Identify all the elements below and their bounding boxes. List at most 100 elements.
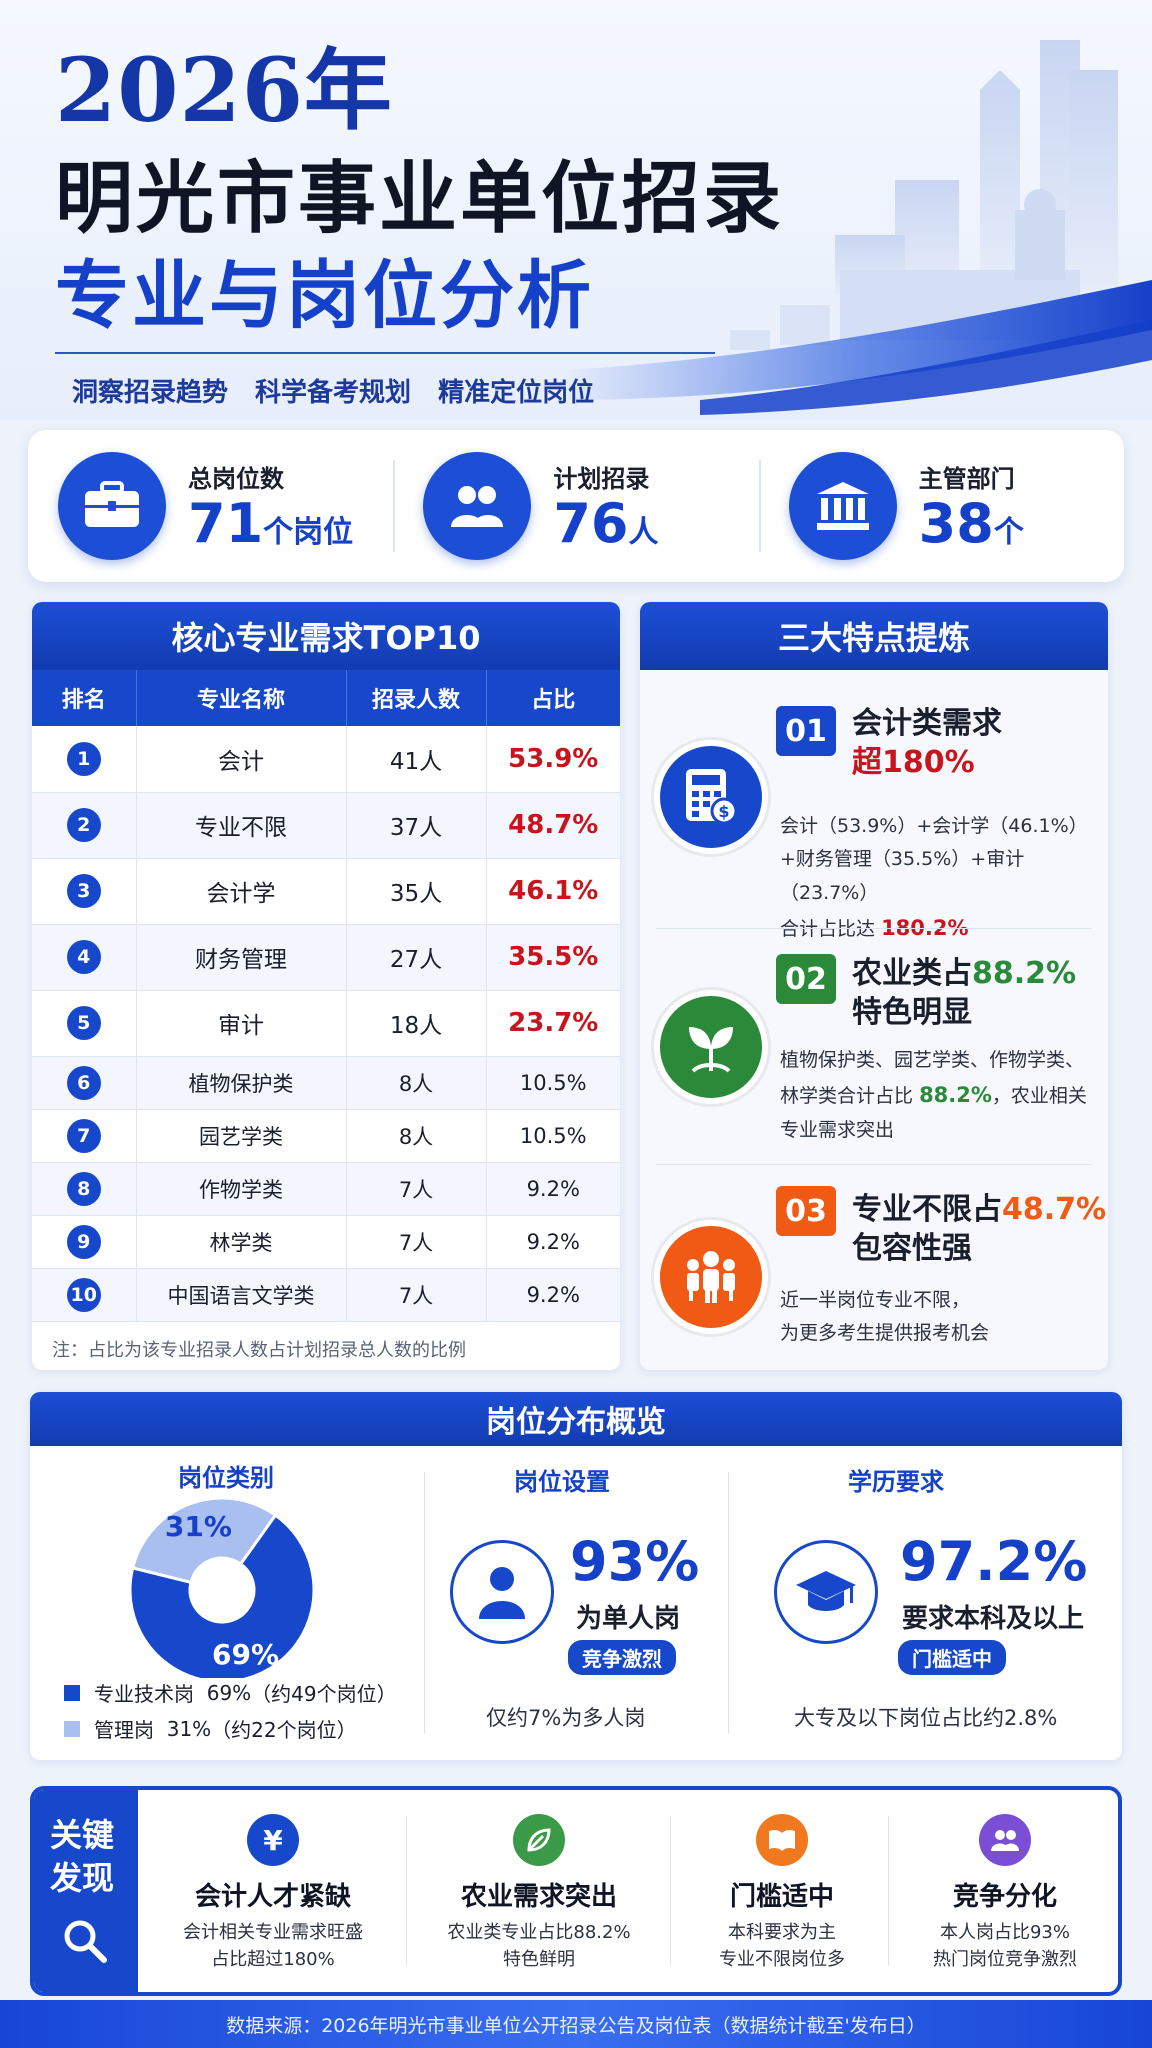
leaf-icon <box>513 1814 565 1866</box>
finding-title: 竞争分化 <box>952 1882 1057 1912</box>
divider <box>728 1472 729 1734</box>
stat-value: 38 <box>918 491 994 555</box>
legend-item: 专业技术岗 69% （约49个岗位） <box>64 1678 397 1707</box>
feature-desc-c: ，农业相关专业需求突出 <box>780 1085 1087 1141</box>
count-cell: 27人 <box>346 924 487 991</box>
stat-label: 主管部门 <box>918 464 1015 493</box>
rank-cell: 6 <box>32 1056 137 1110</box>
feature-desc-a: 植物保护类、园艺学类、作物学类、林学类合计占比 <box>780 1049 1085 1108</box>
finding-title: 会计人才紧缺 <box>194 1882 351 1912</box>
feature-desc-b: 为更多考生提供报考机会 <box>780 1322 990 1345</box>
finding-title: 门槛适中 <box>729 1882 834 1912</box>
count-cell: 8人 <box>346 1056 487 1110</box>
finding-desc-line: 会计相关专业需求旺盛 <box>183 1922 363 1943</box>
feature-title: 农业类占88.2% 特色明显 <box>852 954 1076 1032</box>
feature-desc-b: 88.2% <box>919 1083 992 1108</box>
distribution-panel: 岗位分布概览 岗位类别 69% 31% 专业技术岗 69% （约49个岗位） 管理… <box>30 1392 1122 1760</box>
table-row: 7 园艺学类 8人 10.5% <box>32 1109 620 1163</box>
table-row: 5 审计 18人 23.7% <box>32 990 620 1057</box>
page-title: 明光市事业单位招录 <box>55 154 785 244</box>
rank-cell: 8 <box>32 1162 137 1216</box>
education-note: 大专及以下岗位占比约2.8% <box>794 1706 1058 1730</box>
column-header: 专业名称 <box>136 670 347 726</box>
count-cell: 41人 <box>346 726 487 793</box>
percent-cell: 9.2% <box>486 1162 620 1216</box>
svg-text:$: $ <box>718 802 729 821</box>
count-cell: 7人 <box>346 1162 487 1216</box>
rank-badge: 9 <box>66 1224 101 1259</box>
status-badge: 竞争激烈 <box>568 1640 676 1675</box>
data-source: 数据来源：2026年明光市事业单位公开招录公告及岗位表（数据统计截至'发布日） <box>0 2000 1152 2048</box>
city-skyline-illustration <box>560 40 1152 415</box>
top10-panel: 核心专业需求TOP10 排名 专业名称 招录人数 占比 1 会计 41人 53.9% 2… <box>32 602 620 1370</box>
status-badge: 门槛适中 <box>898 1640 1006 1675</box>
rank-cell: 1 <box>32 726 137 793</box>
column-title: 岗位类别 <box>178 1464 274 1492</box>
sprout-icon <box>654 990 768 1104</box>
count-cell: 35人 <box>346 858 487 925</box>
people-icon <box>423 452 532 560</box>
divider <box>656 928 1092 929</box>
person-icon <box>450 1540 554 1644</box>
rank-cell: 10 <box>32 1268 137 1322</box>
finding-desc-line: 本人岗占比93% <box>939 1922 1070 1943</box>
rank-cell: 3 <box>32 858 137 925</box>
divider <box>888 1816 889 1966</box>
rank-badge: 10 <box>66 1277 101 1312</box>
feature-desc-a: 会计（53.9%）+会计学（46.1%）+财务管理（35.5%）+审计（23.7… <box>780 815 1088 904</box>
table-row: 6 植物保护类 8人 10.5% <box>32 1056 620 1110</box>
briefcase-icon <box>58 452 166 560</box>
legend-item: 管理岗 31% （约22个岗位） <box>64 1714 357 1743</box>
rank-badge: 1 <box>66 741 101 776</box>
table-row: 1 会计 41人 53.9% <box>32 726 620 793</box>
key-findings-title-1: 关键 <box>50 1816 115 1854</box>
key-findings-title-2: 发现 <box>50 1859 115 1898</box>
pie-slice-technical <box>128 1513 316 1678</box>
finding-desc-line: 本科要求为主 <box>728 1922 836 1943</box>
stat-unit: 个 <box>993 514 1024 550</box>
stat-label: 计划招录 <box>553 464 650 493</box>
page-title-year: 2026年 <box>55 38 393 142</box>
divider <box>406 1816 407 1966</box>
yen-icon: ¥ <box>247 1814 299 1866</box>
feature-agriculture: 02 农业类占88.2% 特色明显 植物保护类、园艺学类、作物学类、林学类合计占… <box>640 930 1108 1162</box>
feature-number: 03 <box>776 1186 836 1236</box>
count-cell: 7人 <box>346 1215 487 1269</box>
column-header: 占比 <box>486 670 620 726</box>
major-name-cell: 植物保护类 <box>136 1056 347 1110</box>
percent-cell: 46.1% <box>486 858 620 925</box>
rank-badge: 3 <box>66 874 101 908</box>
count-cell: 18人 <box>346 990 487 1057</box>
column-title: 岗位设置 <box>514 1468 610 1496</box>
rank-cell: 7 <box>32 1109 137 1163</box>
table-row: 4 财务管理 27人 35.5% <box>32 924 620 991</box>
distribution-title: 岗位分布概览 <box>30 1392 1122 1446</box>
finding-desc: 会计相关专业需求旺盛 占比超过180% <box>144 1919 402 1973</box>
table-row: 2 专业不限 37人 48.7% <box>32 792 620 859</box>
legend-pct: 69% <box>206 1680 252 1705</box>
rank-badge: 5 <box>66 1006 101 1040</box>
feature-accounting: $ 01 会计类需求 超180% 会计（53.9%）+会计学（46.1%）+财务… <box>640 670 1108 940</box>
calculator-icon: $ <box>654 740 768 854</box>
feature-unrestricted: 03 专业不限占48.7% 包容性强 近一半岗位专业不限， 为更多考生提供报考机… <box>640 1166 1108 1370</box>
divider <box>424 1472 425 1734</box>
percent-cell: 53.9% <box>486 726 620 793</box>
legend-swatch <box>64 1684 80 1701</box>
count-cell: 37人 <box>346 792 487 859</box>
rank-cell: 2 <box>32 792 137 859</box>
finding-competition: 竞争分化 本人岗占比93% 热门岗位竞争激烈 <box>892 1790 1118 1992</box>
feature-title: 专业不限占48.7% 包容性强 <box>852 1190 1106 1268</box>
group-icon <box>654 1220 768 1334</box>
magnifier-icon <box>64 1920 107 1963</box>
feature-title: 会计类需求 超180% <box>852 704 1002 782</box>
legend-note: （约49个岗位） <box>251 1682 397 1706</box>
education-percent: 97.2% <box>900 1530 1088 1593</box>
finding-desc-line: 热门岗位竞争激烈 <box>933 1949 1077 1970</box>
finding-threshold: 门槛适中 本科要求为主 专业不限岗位多 <box>674 1790 890 1992</box>
feature-title-highlight: 88.2% <box>972 956 1077 991</box>
rank-cell: 5 <box>32 990 137 1057</box>
pie-chart: 69% 31% <box>128 1498 316 1678</box>
stats-bar: 总岗位数 71个岗位 计划招录 76人 主管部门 38个 <box>28 430 1124 582</box>
feature-desc: 植物保护类、园艺学类、作物学类、林学类合计占比 88.2%，农业相关专业需求突出 <box>780 1044 1100 1147</box>
count-cell: 7人 <box>346 1268 487 1322</box>
